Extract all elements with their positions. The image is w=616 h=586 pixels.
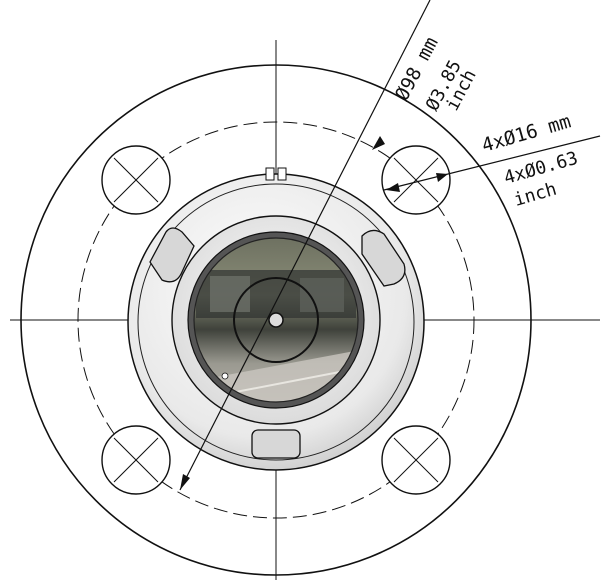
svg-text:4xØ16 mm: 4xØ16 mm: [479, 110, 573, 156]
mount-hole-bottom-left: [101, 425, 171, 495]
lens-center: [268, 312, 284, 328]
lens-inner-ring: [193, 237, 359, 403]
outer-diameter-dimension: [179, 0, 431, 491]
mount-hole-top-left: [101, 145, 171, 215]
housing-top-tab: [265, 167, 287, 181]
mount-hole-top-right: [381, 145, 451, 215]
right-clip: [361, 229, 406, 287]
lens-barrel: [233, 277, 319, 363]
hole-diameter-dimension: [383, 135, 601, 192]
hole-diameter-metric-label: 4xØ16 mm: [479, 110, 573, 156]
housing-ring: [137, 183, 415, 461]
mount-hole-bottom-right: [381, 425, 451, 495]
bottom-clip: [251, 429, 301, 459]
lens-indicator-dot: [221, 372, 229, 380]
left-clip: [149, 227, 195, 283]
